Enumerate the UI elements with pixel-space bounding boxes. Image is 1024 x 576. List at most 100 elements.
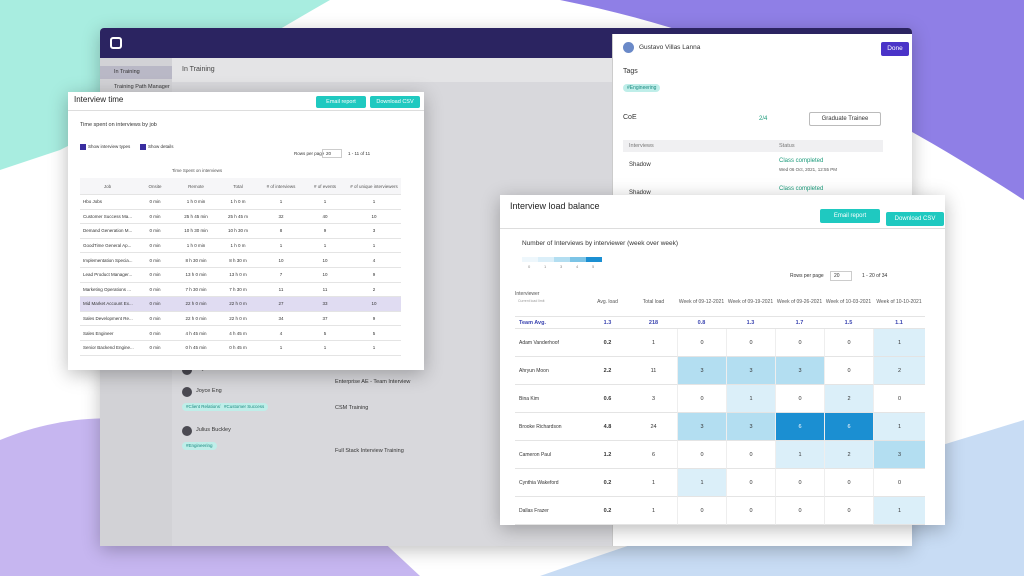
nav-item: In Training <box>100 66 172 79</box>
table-cell: 1 <box>303 239 347 254</box>
column-header: Week of 09-26-2021 <box>775 287 824 317</box>
page-size[interactable]: 20 <box>830 271 852 281</box>
total-load: 6 <box>630 441 677 469</box>
table-cell: 25 h 45 min <box>175 210 217 225</box>
team-avg-label: Team Avg. <box>515 317 585 329</box>
week-load: 0 <box>775 329 824 357</box>
legend-swatch <box>522 257 538 262</box>
column-header: Remote <box>175 178 217 195</box>
table-cell: 4 <box>347 253 401 268</box>
table-cell: 4 h 45 min <box>175 326 217 341</box>
week-load: 2 <box>873 357 925 385</box>
table-cell: 22 h 0 min <box>175 312 217 327</box>
table-cell: 0 min <box>135 312 175 327</box>
table-cell: 5 <box>303 326 347 341</box>
done-button[interactable]: Done <box>881 42 909 56</box>
legend-swatch <box>554 257 570 262</box>
table-cell: 22 h 0 m <box>217 297 259 312</box>
divider <box>500 228 945 229</box>
checkbox[interactable] <box>140 144 146 150</box>
csv-button[interactable]: Download CSV <box>886 212 944 226</box>
legend-swatch <box>538 257 554 262</box>
table-cell: 1 <box>259 239 303 254</box>
column-header: Total load <box>630 287 677 317</box>
table-cell: 0 min <box>135 326 175 341</box>
table-cell: 25 h 45 m <box>217 210 259 225</box>
table-cell: Customer Success Ma... <box>80 210 135 225</box>
week-load: 1 <box>873 497 925 525</box>
table-cell: 32 <box>259 210 303 225</box>
interviewer: Cameron Paul <box>515 441 585 469</box>
legend-label: 4 <box>576 264 579 269</box>
email-button[interactable]: Email report <box>820 209 880 223</box>
table-cell: 1 <box>347 195 401 210</box>
week-load: 1 <box>873 413 925 441</box>
table-cell: 27 <box>259 297 303 312</box>
table-cell: 1 <box>303 195 347 210</box>
week-load: 0 <box>775 497 824 525</box>
profile-name: Gustavo Villas Lanna <box>639 44 701 51</box>
table-cell: 9 <box>347 312 401 327</box>
team-week: 1.3 <box>726 317 775 329</box>
table-cell: 37 <box>303 312 347 327</box>
csv-button[interactable]: Download CSV <box>370 96 420 108</box>
column-header: # of events <box>303 178 347 195</box>
legend-label: 5 <box>592 264 595 269</box>
section-title: In Training <box>182 66 215 73</box>
table-cell: 13 h 0 min <box>175 268 217 283</box>
table-cell: 0 min <box>135 210 175 225</box>
email-button[interactable]: Email report <box>316 96 366 108</box>
column-header: # of interviews <box>259 178 303 195</box>
table-cell: Hbo Jobs <box>80 195 135 210</box>
week-load: 0 <box>873 385 925 413</box>
week-load: 0 <box>726 469 775 497</box>
subtitle: Time spent on interviews by job <box>80 122 157 128</box>
stage-button[interactable]: Graduate Trainee <box>809 112 881 126</box>
avg-load: 0.2 <box>585 469 630 497</box>
table-cell: 4 h 45 m <box>217 326 259 341</box>
table-cell: 8 h 30 m <box>217 253 259 268</box>
interview-time-card: Interview time Email report Download CSV Ti… <box>68 92 424 370</box>
team-total: 218 <box>630 317 677 329</box>
page-size[interactable]: 20 <box>322 149 342 158</box>
table-cell: Lead Product Manager... <box>80 268 135 283</box>
table-cell: 0 h 45 min <box>175 341 217 356</box>
table-cell: 40 <box>303 210 347 225</box>
subtitle: Number of Interviews by interviewer (wee… <box>522 240 679 247</box>
week-load: 0 <box>677 329 726 357</box>
date: Wed 06 Oct, 2021, 12:55 PM <box>779 167 837 172</box>
week-load: 3 <box>677 357 726 385</box>
column-header: Week of 09-12-2021 <box>677 287 726 317</box>
table-cell: 10 <box>259 253 303 268</box>
week-load: 3 <box>775 357 824 385</box>
table-cell: 0 min <box>135 297 175 312</box>
week-load: 6 <box>775 413 824 441</box>
week-load: 2 <box>824 385 873 413</box>
tag: #Engineering <box>182 442 217 450</box>
table-cell: 13 h 0 m <box>217 268 259 283</box>
table-cell: 0 h 45 m <box>217 341 259 356</box>
week-load: 0 <box>677 385 726 413</box>
week-load: 6 <box>824 413 873 441</box>
checkbox[interactable] <box>80 144 86 150</box>
progress: 2/4 <box>759 116 768 122</box>
avg-load: 2.2 <box>585 357 630 385</box>
table-cell: Marketing Operations ... <box>80 283 135 298</box>
table-cell: 1 h 0 min <box>175 239 217 254</box>
trainee-name: Joyce Eng <box>196 388 222 394</box>
table-cell: 4 <box>259 326 303 341</box>
table-cell: 3 <box>347 224 401 239</box>
avg-load: 1.2 <box>585 441 630 469</box>
table-cell: 10 <box>347 297 401 312</box>
table-cell: 0 min <box>135 224 175 239</box>
avatar <box>623 42 634 53</box>
table-cell: 1 <box>303 341 347 356</box>
table-cell: 2 <box>347 283 401 298</box>
table-cell: 10 h 30 m <box>217 224 259 239</box>
table-cell: 22 h 0 m <box>217 312 259 327</box>
card-title: Interview time <box>74 95 124 104</box>
week-load: 0 <box>824 329 873 357</box>
week-load: 0 <box>824 497 873 525</box>
week-load: 0 <box>824 469 873 497</box>
